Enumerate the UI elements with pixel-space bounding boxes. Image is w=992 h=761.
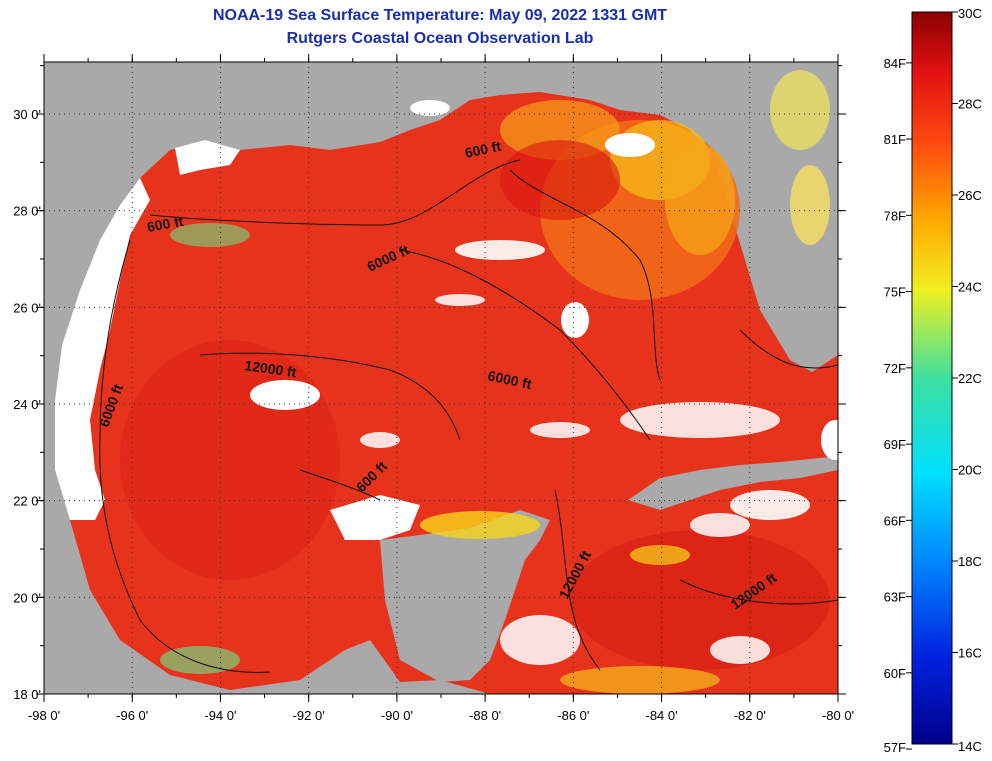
colorbar-celsius-label: 20C (958, 463, 982, 478)
contour-label-12000ft-central: 12000 ft (244, 357, 298, 380)
colorbar-celsius-label: 16C (958, 646, 982, 661)
cloud-west-shelf (55, 178, 150, 520)
colorbar-fahrenheit-label: 84F (884, 56, 906, 71)
colorbar-celsius-label: 24C (958, 280, 982, 295)
contour-label-600ft-west: 600 ft (146, 213, 185, 235)
colorbar-fahrenheit-label: 57F (884, 740, 906, 755)
lon-tick-label: -96 0' (116, 708, 148, 723)
lon-tick-label: -94 0' (204, 708, 236, 723)
colorbar-celsius-label: 26C (958, 188, 982, 203)
colorbar-fahrenheit-label: 69F (884, 437, 906, 452)
colorbar-fahrenheit-label: 63F (884, 590, 906, 605)
lon-tick-label: -88 0' (469, 708, 501, 723)
yucatan-peninsula (380, 510, 550, 682)
lon-tick-label: -90 0' (381, 708, 413, 723)
colorbar-fahrenheit-label: 78F (884, 208, 906, 223)
cuba (628, 456, 838, 510)
cloud-bay-of-campeche (330, 495, 420, 540)
lon-tick-label: -92 0' (293, 708, 325, 723)
lat-tick-label: 18 0' (13, 687, 41, 702)
cloud-nw-coast (175, 140, 240, 175)
lon-tick-label: -86 0' (557, 708, 589, 723)
colorbar-fahrenheit-label: 60F (884, 666, 906, 681)
lat-tick-label: 22 0' (13, 494, 41, 509)
lat-tick-label: 20 0' (13, 590, 41, 605)
temperature-colorbar (911, 11, 953, 745)
lon-tick-label: -98 0' (28, 708, 60, 723)
lon-tick-label: -80 0' (822, 708, 854, 723)
title-line-1: NOAA-19 Sea Surface Temperature: May 09,… (212, 7, 668, 24)
lat-tick-label: 24 0' (13, 397, 41, 412)
colorbar-celsius-label: 18C (958, 554, 982, 569)
colorbar-fahrenheit-label: 75F (884, 285, 906, 300)
colorbar-fahrenheit-label: 72F (884, 361, 906, 376)
title-line-2: Rutgers Coastal Ocean Observation Lab (286, 30, 594, 47)
lat-tick-label: 30 0' (13, 107, 41, 122)
colorbar-fahrenheit-label: 66F (884, 513, 906, 528)
lat-tick-label: 28 0' (13, 204, 41, 219)
colorbar-celsius-label: 14C (958, 739, 982, 754)
contour-label-600ft-north: 600 ft (463, 138, 502, 161)
lon-tick-label: -82 0' (734, 708, 766, 723)
cloud-central-patch (250, 380, 320, 410)
colorbar-celsius-label: 30C (958, 6, 982, 21)
colorbar-celsius-label: 28C (958, 97, 982, 112)
graticule (44, 62, 838, 694)
colorbar-fahrenheit-label: 81F (884, 132, 906, 147)
lat-tick-label: 26 0' (13, 300, 41, 315)
colorbar-celsius-label: 22C (958, 371, 982, 386)
axis-ticks (36, 54, 846, 702)
lon-tick-label: -84 0' (645, 708, 677, 723)
